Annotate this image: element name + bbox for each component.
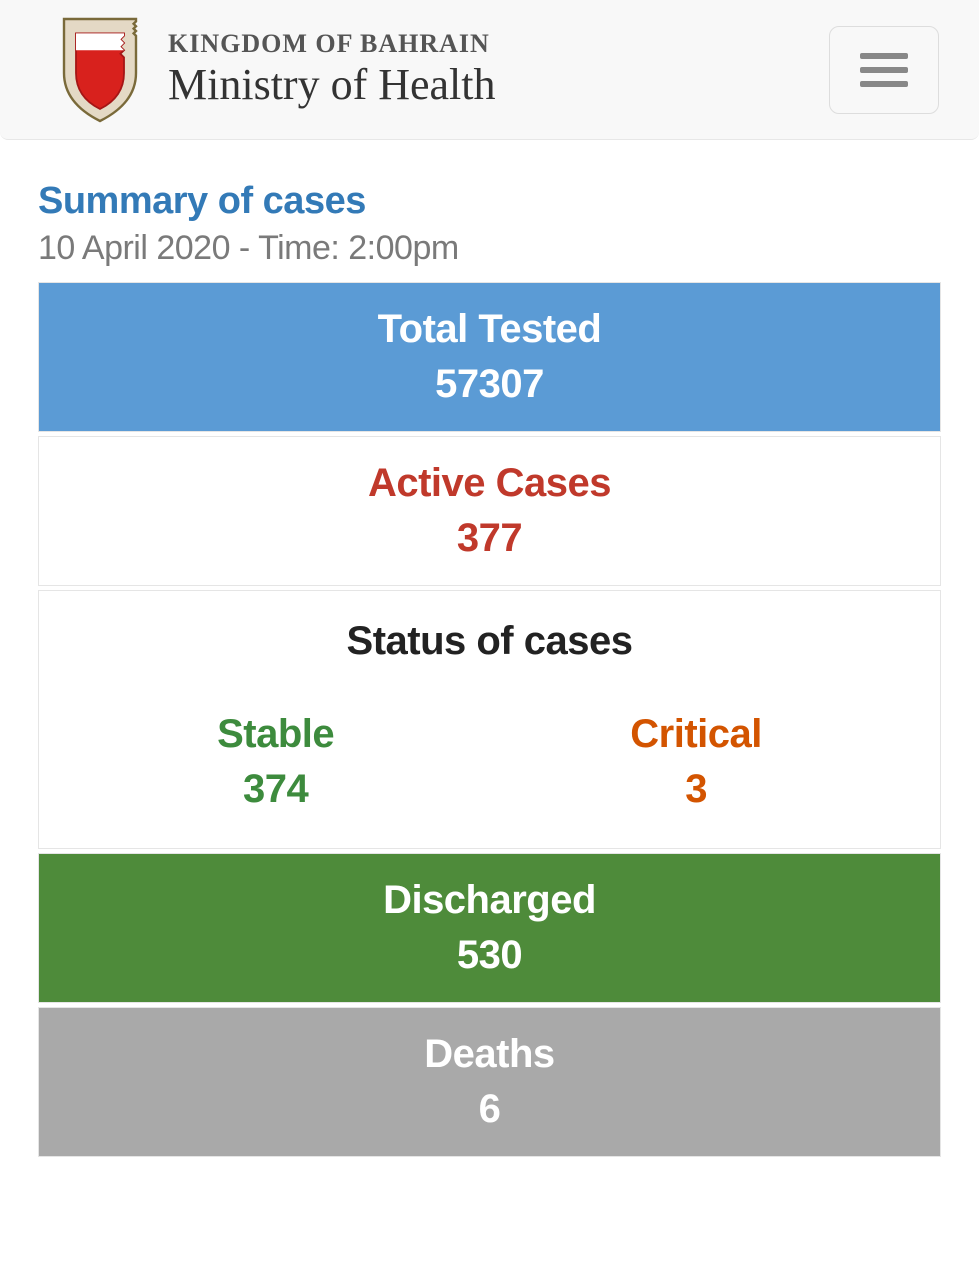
logo-kingdom-label: KINGDOM OF BAHRAIN	[168, 30, 496, 59]
logo-area: KINGDOM OF BAHRAIN Ministry of Health	[40, 7, 496, 132]
critical-label: Critical	[630, 712, 762, 757]
active-cases-value: 377	[49, 516, 930, 561]
stable-label: Stable	[217, 712, 334, 757]
panel-active-cases: Active Cases 377	[38, 436, 941, 586]
panels-container: Total Tested 57307 Active Cases 377 Stat…	[38, 282, 941, 1157]
status-row: Stable 374 Critical 3	[49, 712, 930, 812]
shield-logo-icon	[40, 7, 160, 132]
logo-text: KINGDOM OF BAHRAIN Ministry of Health	[168, 30, 496, 109]
hamburger-line-icon	[860, 53, 908, 59]
hamburger-line-icon	[860, 67, 908, 73]
deaths-value: 6	[49, 1087, 930, 1132]
status-stable-col: Stable 374	[217, 712, 334, 812]
discharged-label: Discharged	[49, 878, 930, 923]
summary-title: Summary of cases	[38, 180, 941, 223]
panel-deaths: Deaths 6	[38, 1007, 941, 1157]
total-tested-label: Total Tested	[49, 307, 930, 352]
total-tested-value: 57307	[49, 362, 930, 407]
panel-discharged: Discharged 530	[38, 853, 941, 1003]
status-heading: Status of cases	[49, 619, 930, 664]
navbar: KINGDOM OF BAHRAIN Ministry of Health	[0, 0, 979, 140]
logo-ministry-label: Ministry of Health	[168, 61, 496, 109]
hamburger-line-icon	[860, 81, 908, 87]
discharged-value: 530	[49, 933, 930, 978]
summary-date: 10 April 2020 - Time: 2:00pm	[38, 229, 941, 268]
panel-total-tested: Total Tested 57307	[38, 282, 941, 432]
deaths-label: Deaths	[49, 1032, 930, 1077]
content-area: Summary of cases 10 April 2020 - Time: 2…	[0, 140, 979, 1181]
active-cases-label: Active Cases	[49, 461, 930, 506]
menu-toggle-button[interactable]	[829, 26, 939, 114]
critical-value: 3	[630, 767, 762, 812]
stable-value: 374	[217, 767, 334, 812]
panel-status-of-cases: Status of cases Stable 374 Critical 3	[38, 590, 941, 849]
status-critical-col: Critical 3	[630, 712, 762, 812]
